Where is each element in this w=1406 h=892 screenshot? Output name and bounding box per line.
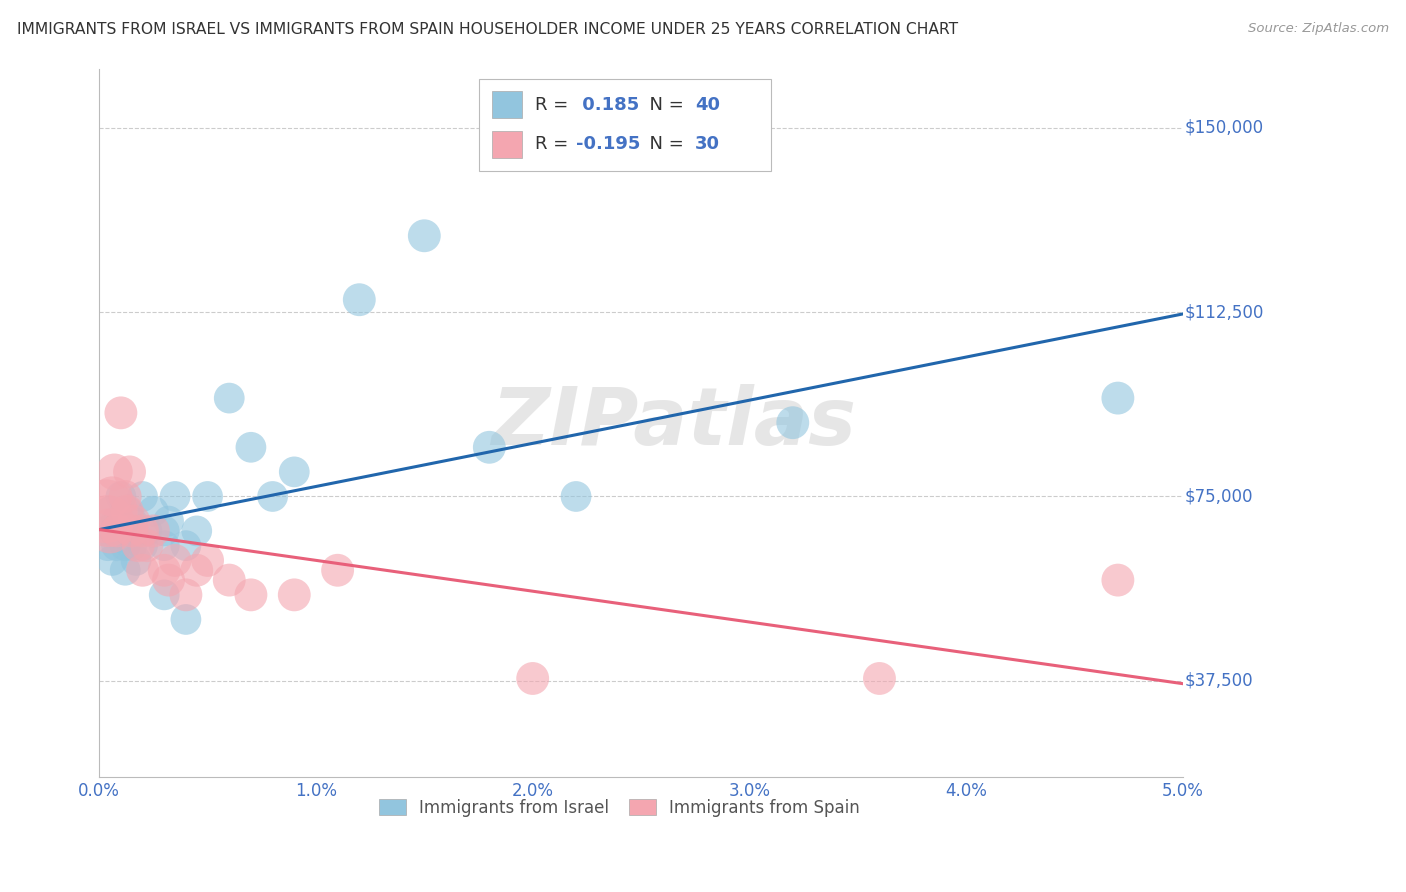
Point — [283, 588, 305, 602]
FancyBboxPatch shape — [492, 91, 522, 118]
Point — [218, 573, 240, 587]
Text: $75,000: $75,000 — [1185, 488, 1254, 506]
Point — [522, 672, 544, 686]
Point — [98, 524, 121, 538]
Point — [174, 539, 197, 553]
Point — [110, 490, 132, 504]
Point — [122, 514, 145, 528]
Text: 40: 40 — [695, 95, 720, 113]
Point — [122, 524, 145, 538]
Point — [262, 490, 284, 504]
Point — [174, 588, 197, 602]
Point — [565, 490, 588, 504]
Point — [782, 416, 804, 430]
Text: IMMIGRANTS FROM ISRAEL VS IMMIGRANTS FROM SPAIN HOUSEHOLDER INCOME UNDER 25 YEAR: IMMIGRANTS FROM ISRAEL VS IMMIGRANTS FRO… — [17, 22, 957, 37]
Text: -0.195: -0.195 — [576, 136, 640, 153]
Point — [478, 440, 501, 454]
Point — [97, 514, 120, 528]
Point — [114, 563, 136, 577]
Text: ZIPatlas: ZIPatlas — [491, 384, 856, 462]
Point — [121, 539, 143, 553]
Point — [125, 553, 148, 567]
Point — [165, 490, 187, 504]
Point — [869, 672, 891, 686]
Point — [103, 524, 125, 538]
Point — [131, 563, 153, 577]
FancyBboxPatch shape — [478, 79, 770, 171]
Point — [239, 588, 262, 602]
Point — [349, 293, 371, 307]
Point — [110, 406, 132, 420]
Point — [142, 504, 165, 518]
Point — [118, 524, 141, 538]
Text: N =: N = — [638, 136, 689, 153]
Point — [94, 504, 117, 518]
Point — [186, 563, 208, 577]
Point — [142, 524, 165, 538]
Point — [98, 504, 121, 518]
Point — [105, 539, 128, 553]
Point — [1107, 391, 1129, 405]
Point — [101, 553, 124, 567]
Point — [218, 391, 240, 405]
Point — [103, 465, 125, 479]
Point — [131, 490, 153, 504]
Point — [239, 440, 262, 454]
Point — [114, 539, 136, 553]
Point — [131, 539, 153, 553]
Point — [110, 524, 132, 538]
Point — [197, 553, 219, 567]
Point — [197, 490, 219, 504]
Point — [105, 524, 128, 538]
Point — [117, 504, 139, 518]
Text: R =: R = — [534, 136, 574, 153]
Point — [326, 563, 349, 577]
Point — [157, 573, 180, 587]
Text: Source: ZipAtlas.com: Source: ZipAtlas.com — [1249, 22, 1389, 36]
Point — [117, 504, 139, 518]
Point — [121, 524, 143, 538]
Point — [101, 490, 124, 504]
Point — [97, 539, 120, 553]
Point — [127, 539, 149, 553]
Point — [94, 524, 117, 538]
Text: $37,500: $37,500 — [1185, 672, 1254, 690]
Text: $150,000: $150,000 — [1185, 119, 1264, 136]
Point — [413, 228, 436, 243]
Point — [135, 539, 157, 553]
Text: R =: R = — [534, 95, 574, 113]
Point — [131, 524, 153, 538]
Point — [105, 514, 128, 528]
Text: $112,500: $112,500 — [1185, 303, 1264, 321]
FancyBboxPatch shape — [492, 131, 522, 158]
Text: N =: N = — [638, 95, 689, 113]
Point — [153, 588, 176, 602]
Point — [186, 524, 208, 538]
Point — [153, 563, 176, 577]
Point — [114, 490, 136, 504]
Point — [165, 553, 187, 567]
Legend: Immigrants from Israel, Immigrants from Spain: Immigrants from Israel, Immigrants from … — [371, 790, 868, 825]
Point — [135, 524, 157, 538]
Point — [283, 465, 305, 479]
Point — [1107, 573, 1129, 587]
Point — [157, 514, 180, 528]
Point — [153, 539, 176, 553]
Text: 30: 30 — [695, 136, 720, 153]
Point — [118, 465, 141, 479]
Text: 0.185: 0.185 — [576, 95, 640, 113]
Point — [153, 524, 176, 538]
Point — [174, 612, 197, 626]
Point — [121, 514, 143, 528]
